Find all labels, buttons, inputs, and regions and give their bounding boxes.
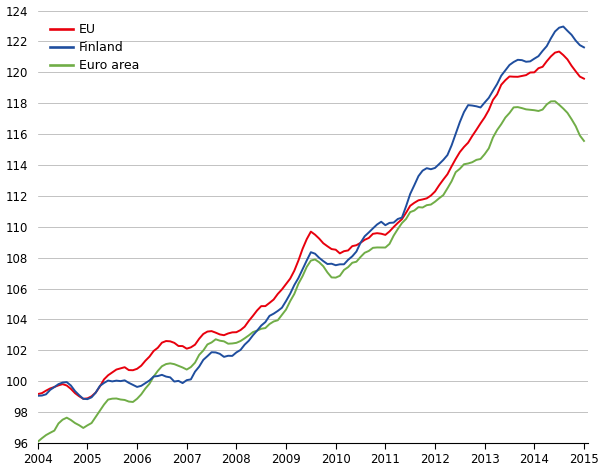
Finland: [415, 173, 422, 179]
Euro area: [580, 138, 587, 144]
Euro area: [394, 226, 401, 232]
Legend: EU, Finland, Euro area: EU, Finland, Euro area: [44, 17, 146, 78]
EU: [555, 49, 563, 54]
Finland: [71, 388, 79, 394]
Euro area: [564, 110, 571, 116]
EU: [551, 50, 558, 56]
Finland: [560, 24, 567, 29]
Line: EU: EU: [38, 51, 584, 399]
EU: [34, 391, 41, 397]
Line: Euro area: Euro area: [38, 101, 584, 442]
EU: [415, 197, 422, 203]
Euro area: [378, 244, 385, 250]
EU: [398, 216, 405, 222]
Euro area: [548, 99, 555, 104]
Euro area: [71, 420, 79, 426]
EU: [568, 63, 575, 68]
Euro area: [34, 439, 41, 445]
Finland: [398, 215, 405, 220]
EU: [71, 390, 79, 396]
Finland: [34, 393, 41, 398]
EU: [80, 396, 87, 402]
Finland: [580, 44, 587, 50]
Finland: [382, 222, 389, 228]
Euro area: [411, 208, 418, 213]
Finland: [551, 29, 558, 34]
Line: Finland: Finland: [38, 26, 584, 399]
Euro area: [551, 99, 558, 104]
Finland: [568, 32, 575, 38]
EU: [382, 232, 389, 238]
EU: [580, 76, 587, 82]
Finland: [84, 396, 91, 402]
